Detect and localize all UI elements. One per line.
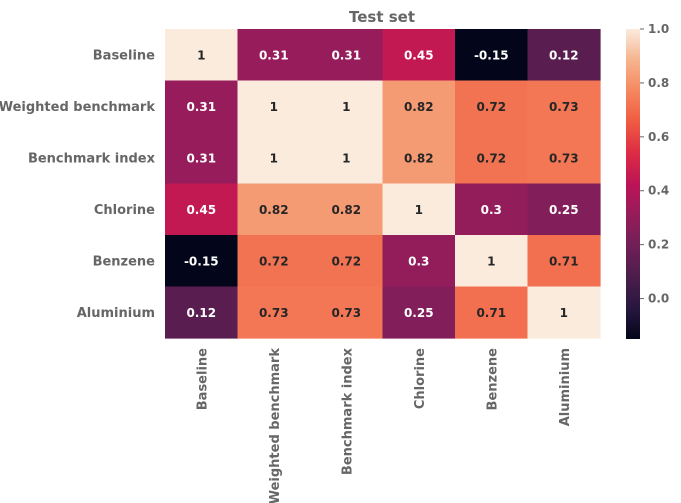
column-label: Benzene	[485, 348, 500, 411]
heatmap-cells	[165, 29, 601, 339]
cell-annotation: 1	[197, 48, 205, 62]
heatmap-cell	[237, 286, 311, 339]
cell-annotation: 0.12	[549, 48, 579, 62]
cell-annotation: 0.73	[259, 306, 289, 320]
heatmap-cell	[165, 80, 239, 133]
column-label: Chlorine	[413, 348, 428, 409]
cell-annotation: 0.72	[476, 100, 506, 114]
cell-annotation: 0.3	[408, 254, 429, 268]
cell-annotation: 0.31	[259, 48, 289, 62]
heatmap-cell	[237, 183, 311, 236]
cell-annotation: -0.15	[474, 48, 509, 62]
heatmap-cell	[165, 183, 239, 236]
cell-annotation: 0.71	[476, 306, 506, 320]
heatmap-cell	[165, 286, 239, 339]
heatmap-cell	[382, 286, 456, 339]
cell-annotation: 0.72	[476, 151, 506, 165]
cell-annotation: 0.31	[186, 100, 216, 114]
row-label: Weighted benchmark	[0, 100, 155, 115]
cell-annotation: 0.3	[481, 203, 502, 217]
heatmap-cell	[237, 132, 311, 185]
row-labels: Baseline Weighted benchmark Benchmark inde…	[0, 48, 156, 321]
cell-annotation: 1	[415, 203, 423, 217]
cell-annotation: 0.25	[549, 203, 579, 217]
colorbar-tick-label: 0.4	[648, 184, 669, 198]
cell-annotation: 1	[270, 100, 278, 114]
cell-annotation: 0.31	[331, 48, 361, 62]
cell-annotations: 1 0.31 0.31 0.45 -0.15 0.120.31 1 1 0.82 0.72 0.73…	[184, 48, 579, 320]
heatmap-cell	[527, 29, 601, 82]
row-label: Baseline	[93, 48, 155, 63]
heatmap-cell	[527, 80, 601, 133]
column-labels: Baseline Weighted benchmark Benchmark inde…	[195, 347, 573, 503]
cell-annotation: 0.73	[549, 100, 579, 114]
cell-annotation: 1	[560, 306, 568, 320]
row-label: Aluminium	[77, 306, 155, 321]
cell-annotation: 0.31	[186, 151, 216, 165]
heatmap-cell	[527, 286, 601, 339]
row-label: Benchmark index	[28, 151, 156, 166]
heatmap-cell	[237, 80, 311, 133]
column-label: Weighted benchmark	[268, 348, 283, 503]
cell-annotation: 0.72	[259, 254, 289, 268]
cell-annotation: -0.15	[184, 254, 219, 268]
heatmap-cell	[310, 235, 384, 288]
colorbar-tick-label: 0.6	[648, 130, 669, 144]
cell-annotation: 1	[342, 151, 350, 165]
cell-annotation: 0.73	[331, 306, 361, 320]
cell-annotation: 1	[270, 151, 278, 165]
heatmap-cell	[382, 80, 456, 133]
heatmap-cell	[455, 80, 529, 133]
heatmap-cell	[237, 235, 311, 288]
heatmap-cell	[527, 235, 601, 288]
cell-annotation: 0.25	[404, 306, 434, 320]
cell-annotation: 0.72	[331, 254, 361, 268]
heatmap-cell	[310, 286, 384, 339]
cell-annotation: 0.45	[404, 48, 434, 62]
heatmap-cell	[455, 132, 529, 185]
heatmap-cell	[455, 286, 529, 339]
cell-annotation: 1	[342, 100, 350, 114]
heatmap-cell	[382, 132, 456, 185]
heatmap-cell	[310, 132, 384, 185]
heatmap-cell	[165, 29, 239, 82]
column-label: Aluminium	[558, 348, 573, 426]
cell-annotation: 0.71	[549, 254, 579, 268]
cell-annotation: 0.82	[404, 151, 434, 165]
heatmap-cell	[527, 132, 601, 185]
heatmap-cell	[382, 183, 456, 236]
colorbar-tick-label: 1.0	[648, 22, 669, 36]
cell-annotation: 0.82	[331, 203, 361, 217]
heatmap-cell	[165, 235, 239, 288]
colorbar-tick-label: 0.8	[648, 76, 669, 90]
cell-annotation: 1	[487, 254, 495, 268]
heatmap-cell	[455, 29, 529, 82]
chart-title: Test set	[349, 8, 415, 26]
row-label: Chlorine	[94, 203, 155, 218]
heatmap-cell	[382, 235, 456, 288]
heatmap-cell	[310, 80, 384, 133]
heatmap-cell	[455, 183, 529, 236]
heatmap-cell	[165, 132, 239, 185]
row-label: Benzene	[93, 254, 156, 269]
cell-annotation: 0.45	[186, 203, 216, 217]
heatmap-cell	[237, 29, 311, 82]
heatmap-cell	[527, 183, 601, 236]
heatmap-cell	[382, 29, 456, 82]
colorbar-tick-label: 0.0	[648, 292, 669, 306]
colorbar-tick-label: 0.2	[648, 238, 669, 252]
column-label: Baseline	[195, 348, 210, 410]
colorbar: 0.0 0.2 0.4 0.6 0.8 1.0	[626, 22, 669, 339]
heatmap-cell	[455, 235, 529, 288]
cell-annotation: 0.73	[549, 151, 579, 165]
heatmap-cell	[310, 29, 384, 82]
colorbar-gradient	[626, 29, 640, 339]
cell-annotation: 0.12	[186, 306, 216, 320]
heatmap-cell	[310, 183, 384, 236]
cell-annotation: 0.82	[404, 100, 434, 114]
cell-annotation: 0.82	[259, 203, 289, 217]
column-label: Benchmark index	[340, 347, 355, 475]
